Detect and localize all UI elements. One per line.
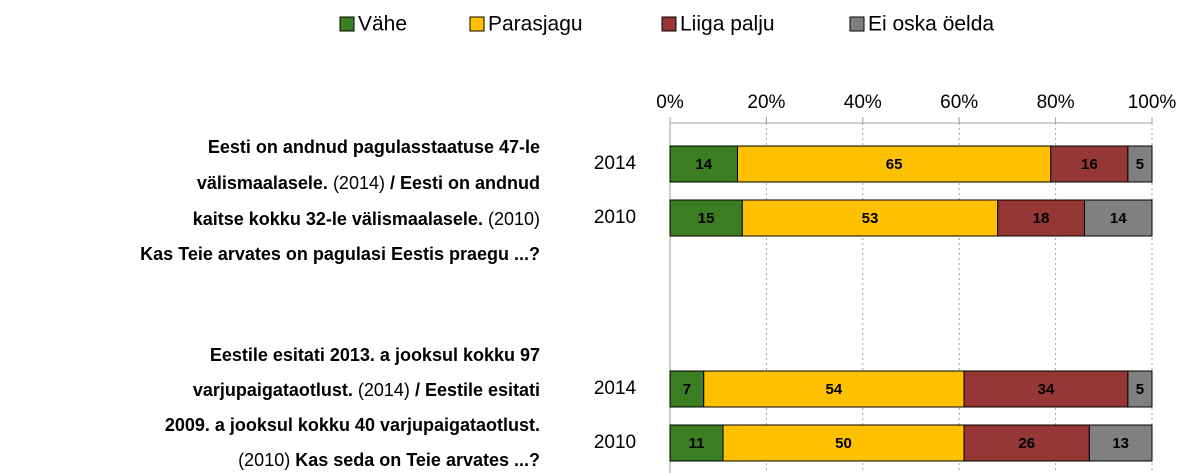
legend-swatch (469, 16, 485, 32)
x-tick-label: 100% (1128, 92, 1177, 113)
data-label: 16 (1081, 156, 1098, 173)
x-tick-label: 60% (940, 92, 978, 113)
bar-segment (669, 199, 743, 237)
data-label: 50 (835, 435, 852, 452)
x-tick-label: 80% (1037, 92, 1075, 113)
data-label: 11 (689, 435, 705, 452)
question-line: Eestile esitati 2013. a jooksul kokku 97 (210, 345, 540, 365)
data-label: 18 (1033, 210, 1050, 227)
x-tick-label: 40% (844, 92, 882, 113)
question-line: Eesti on andnud pagulasstaatuse 47-le (208, 137, 540, 157)
bar-segment (669, 145, 738, 183)
data-label: 65 (886, 156, 903, 173)
data-label: 26 (1018, 435, 1035, 452)
question-line: 2009. a jooksul kokku 40 varjupaigataotl… (165, 415, 540, 435)
question-text: Eesti on andnud pagulasstaatuse 47-le (208, 137, 540, 157)
legend-label: Vähe (358, 13, 407, 36)
question-text: / Eesti on andnud (390, 173, 540, 193)
question-line: Kas Teie arvates on pagulasi Eestis prae… (140, 244, 540, 264)
y-tick-label: 2014 (594, 378, 637, 399)
y-tick-label: 2010 (594, 207, 636, 228)
data-label: 14 (695, 156, 712, 173)
question-text: / Eestile esitati (415, 380, 540, 400)
question-text: Eestile esitati 2013. a jooksul kokku 97 (210, 345, 540, 365)
data-label: 7 (683, 381, 691, 398)
legend-label: Parasjagu (488, 13, 583, 36)
bar-segment (1050, 145, 1129, 183)
question-text: Kas seda on Teie arvates ...? (295, 450, 540, 470)
bar-segment (1127, 145, 1153, 183)
question-text: (2010) (238, 450, 295, 470)
bar-segment (722, 424, 965, 462)
legend-label: Liiga palju (680, 13, 775, 36)
legend-swatch (661, 16, 677, 32)
data-label: 53 (862, 210, 879, 227)
bar-segment (1088, 424, 1153, 462)
bar-segment (963, 424, 1090, 462)
legend-label: Ei oska öelda (868, 13, 994, 36)
bar-segment (736, 145, 1052, 183)
question-text: välismaalasele. (197, 173, 328, 193)
bar-segment (1127, 370, 1153, 408)
question-text: 2009. a jooksul kokku 40 varjupaigataotl… (165, 415, 540, 435)
bar-segment (963, 370, 1129, 408)
question-text: kaitse kokku 32-le välismaalasele. (193, 209, 483, 229)
legend-swatch (339, 16, 355, 32)
bar-segment (669, 424, 724, 462)
question-text: Kas Teie arvates on pagulasi Eestis prae… (140, 244, 540, 264)
legend-swatch (849, 16, 865, 32)
data-label: 5 (1136, 156, 1144, 173)
question-text: (2010) (483, 209, 540, 229)
y-tick-label: 2010 (594, 432, 636, 453)
question-line: kaitse kokku 32-le välismaalasele. (2010… (193, 209, 540, 229)
data-label: 15 (698, 210, 715, 227)
bar-segment (1084, 199, 1153, 237)
x-tick-label: 20% (747, 92, 785, 113)
data-label: 13 (1112, 435, 1129, 452)
bar-segment (703, 370, 965, 408)
question-text: (2014) (328, 173, 390, 193)
question-line: välismaalasele. (2014) / Eesti on andnud (197, 173, 540, 193)
question-text: (2014) (353, 380, 415, 400)
data-label: 14 (1110, 210, 1127, 227)
question-line: (2010) Kas seda on Teie arvates ...? (238, 450, 540, 470)
y-tick-label: 2014 (594, 153, 637, 174)
question-line: varjupaigataotlust. (2014) / Eestile esi… (193, 380, 540, 400)
data-label: 54 (826, 381, 843, 398)
question-text: varjupaigataotlust. (193, 380, 353, 400)
data-label: 34 (1038, 381, 1055, 398)
data-label: 5 (1136, 381, 1144, 398)
x-tick-label: 0% (656, 92, 684, 113)
